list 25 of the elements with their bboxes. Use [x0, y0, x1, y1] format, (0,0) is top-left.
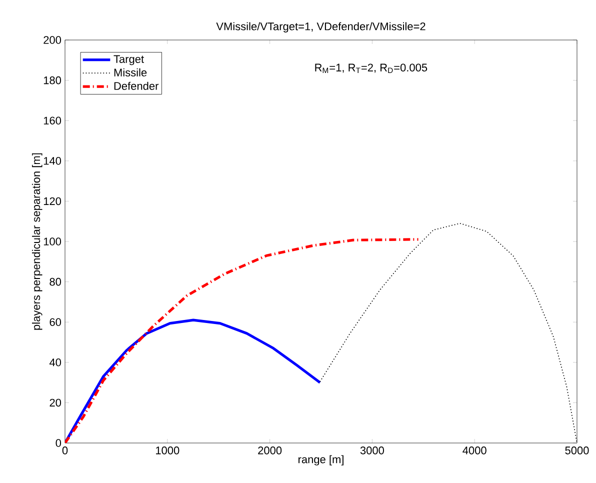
annotation: R$_{M}$=1, R$_{T}$=2, R$_{D}$=0.005	[315, 64, 428, 74]
chart-title: VMissile/VTarget=1, VDefender/VMissile=2	[216, 22, 426, 32]
y-tick-label: 60	[50, 318, 62, 326]
x-tick-label: 4000	[462, 446, 486, 454]
line-series	[65, 238, 420, 443]
y-tick-label: 200	[44, 36, 62, 44]
legend-label: Defender	[114, 82, 159, 90]
x-axis-title: range [m]	[298, 455, 344, 466]
y-tick-label: 0	[56, 439, 62, 447]
x-tick-label: 1000	[156, 446, 180, 454]
y-tick-label: 160	[44, 116, 62, 124]
y-tick-label: 140	[44, 157, 62, 165]
y-axis-title: players perpendicular separation [m]	[32, 153, 42, 330]
y-tick-label: 180	[44, 76, 62, 84]
x-tick-label: 5000	[565, 446, 589, 454]
y-tick-label: 100	[44, 238, 62, 246]
legend-label: Target	[114, 55, 144, 66]
y-tick-label: 40	[49, 358, 62, 366]
legend-label: Missile	[114, 68, 147, 76]
y-tick-label: 20	[50, 398, 62, 407]
y-tick-label: 120	[44, 197, 62, 206]
x-tick-label: 2000	[258, 446, 282, 454]
x-tick-label: 0	[62, 446, 68, 454]
x-tick-label: 3000	[360, 446, 384, 454]
y-tick-label: 80	[50, 278, 62, 286]
